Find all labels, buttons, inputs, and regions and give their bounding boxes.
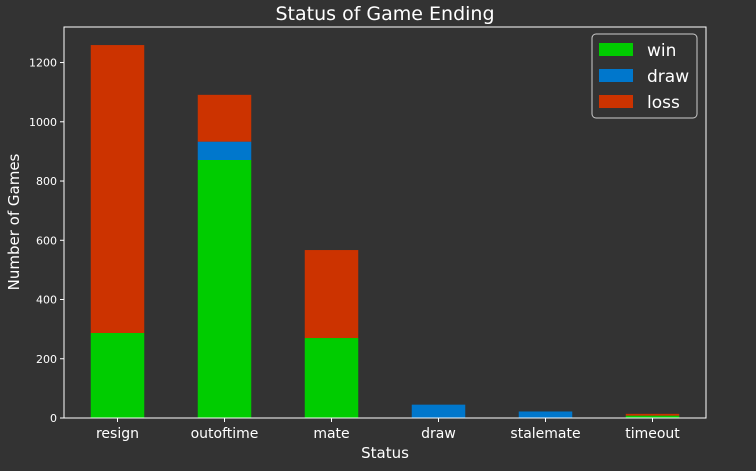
bar-timeout-win	[625, 415, 680, 418]
x-tick-label: draw	[421, 426, 456, 442]
y-tick-label: 200	[36, 353, 57, 366]
y-tick-label: 800	[36, 175, 57, 188]
y-axis-label: Number of Games	[5, 153, 23, 290]
bar-outoftime-win	[197, 160, 252, 418]
y-tick-label: 1000	[29, 116, 57, 129]
bar-resign-win	[90, 332, 145, 418]
x-tick-label: timeout	[625, 426, 680, 442]
bar-outoftime-loss	[197, 94, 252, 142]
legend-swatch-win	[599, 43, 633, 56]
y-tick-label: 400	[36, 294, 57, 307]
x-tick-label: outoftime	[191, 426, 259, 442]
plot-frame	[63, 26, 707, 419]
bars-layer	[90, 45, 680, 418]
legend-swatch-draw	[599, 69, 633, 82]
legend-swatch-loss	[599, 95, 633, 108]
chart-title: Status of Game Ending	[275, 3, 494, 25]
legend: win draw loss	[591, 33, 698, 119]
bar-mate-loss	[304, 250, 359, 339]
bar-stalemate-draw	[518, 411, 573, 418]
axes-layer: 0 200 400 600 800 1000 1200 resign outoftime mate…	[29, 26, 707, 442]
y-tick-label: 600	[36, 234, 57, 247]
bar-draw-draw	[411, 404, 466, 418]
x-tick-label: resign	[96, 426, 139, 442]
y-tick-label: 0	[50, 412, 57, 425]
bar-resign-loss	[90, 45, 145, 333]
x-axis-label: Status	[361, 444, 409, 462]
x-tick-label: stalemate	[510, 426, 580, 442]
bar-timeout-loss	[625, 413, 680, 416]
bar-outoftime-draw	[197, 141, 252, 160]
legend-label-loss: loss	[647, 93, 680, 113]
x-tick-label: mate	[313, 426, 349, 442]
y-tick-label: 1200	[29, 57, 57, 70]
legend-label-draw: draw	[647, 67, 689, 87]
legend-label-win: win	[647, 41, 676, 61]
bar-mate-win	[304, 338, 359, 418]
